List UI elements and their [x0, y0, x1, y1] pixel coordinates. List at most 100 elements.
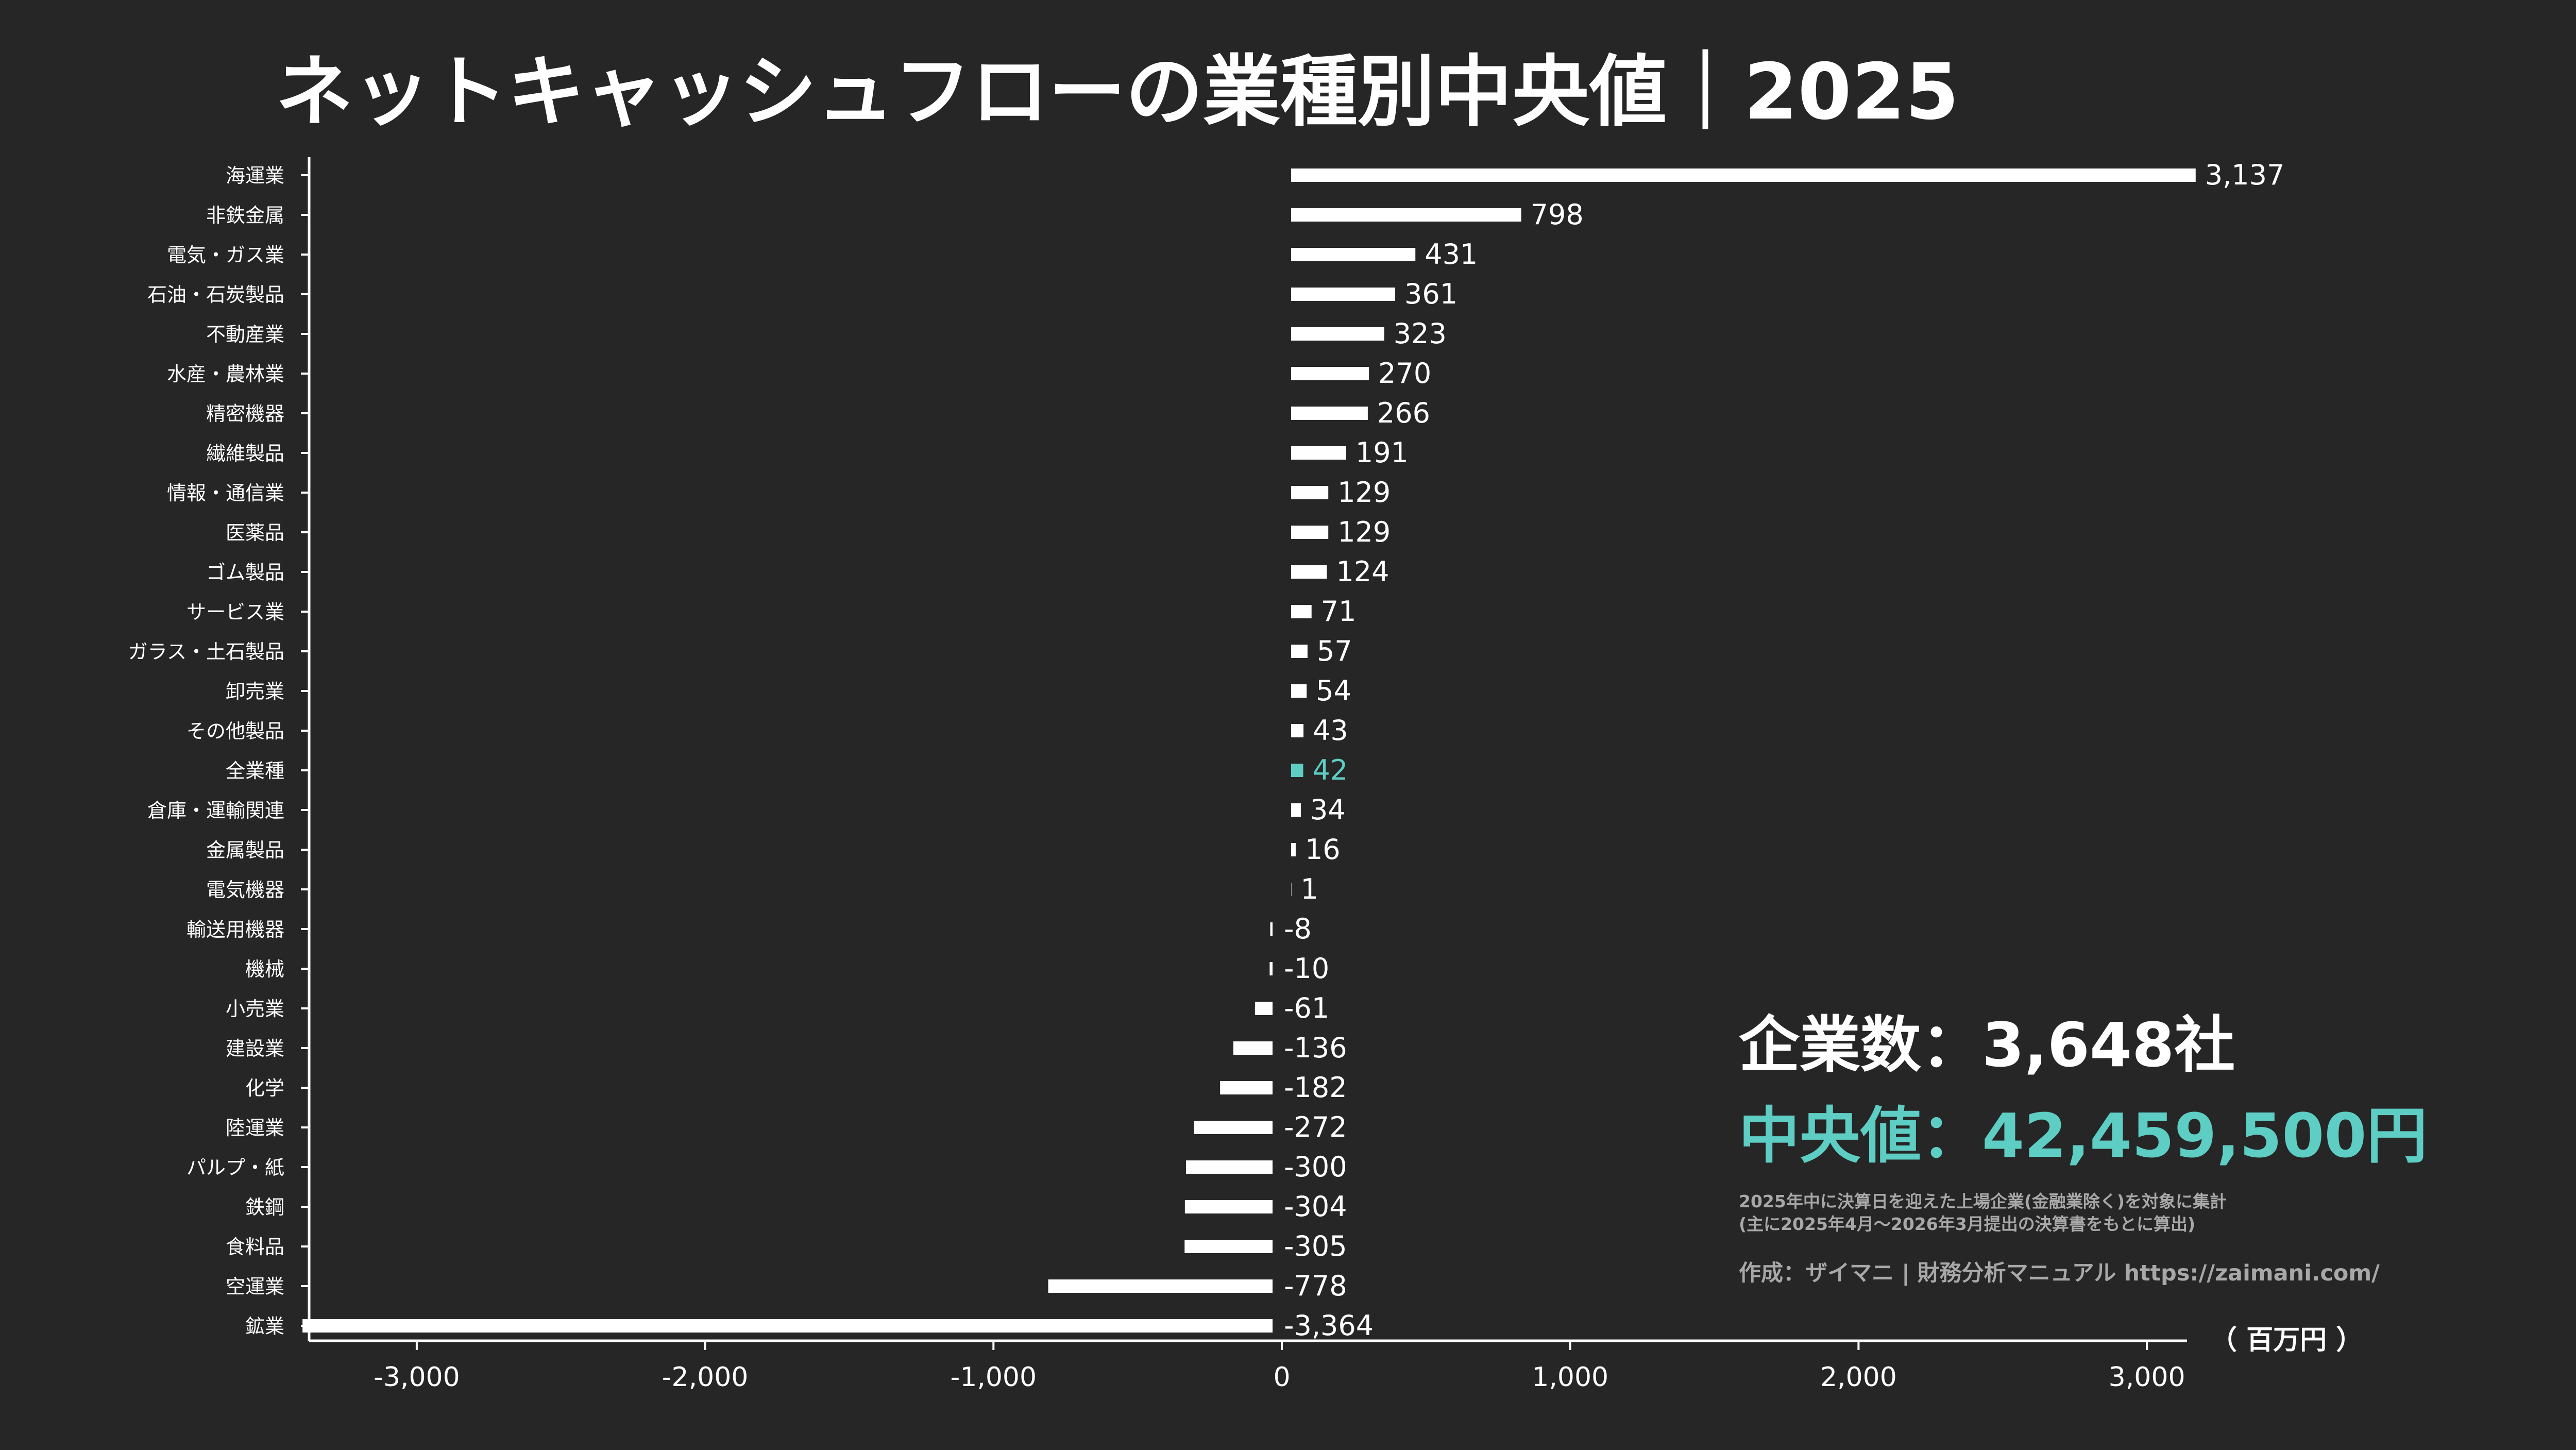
category-label: 金属製品: [206, 839, 284, 862]
category-label: サービス業: [187, 601, 284, 623]
bar: [1184, 1240, 1273, 1253]
bar: [1291, 446, 1346, 460]
bar: [1186, 1160, 1273, 1174]
note-line-1: 2025年中に決算日を迎えた上場企業(金融業除く)を対象に集計: [1739, 1191, 2227, 1211]
value-label: 1: [1301, 873, 1318, 905]
note-line-2: (主に2025年4月～2026年3月提出の決算書をもとに算出): [1739, 1214, 2196, 1234]
x-tick-label: -2,000: [662, 1362, 749, 1393]
stats-panel: 企業数：3,648社 中央値：42,459,500円 2025年中に決算日を迎え…: [1739, 1000, 2428, 1287]
bar: [1291, 724, 1304, 737]
bar: [1194, 1121, 1273, 1134]
category-label: 海運業: [226, 164, 284, 187]
value-label: -61: [1284, 992, 1329, 1024]
category-label: 全業種: [226, 760, 284, 782]
company-count: 企業数：3,648社: [1739, 1009, 2235, 1081]
category-label: その他製品: [187, 720, 284, 743]
value-label: 57: [1317, 635, 1352, 667]
value-label: -10: [1284, 952, 1329, 985]
value-label: -778: [1284, 1270, 1347, 1302]
category-label: 電気機器: [206, 879, 284, 901]
chart-title: ネットキャッシュフローの業種別中央値｜2025: [276, 47, 1959, 137]
category-label: 鉱業: [245, 1315, 284, 1338]
bar: [1291, 486, 1329, 499]
category-label: 卸売業: [226, 680, 284, 703]
bar: [1291, 645, 1308, 658]
x-tick-label: 1,000: [1532, 1362, 1608, 1393]
bar: [1291, 407, 1368, 420]
category-label: 倉庫・運輸関連: [147, 799, 284, 822]
x-tick-label: 3,000: [2109, 1362, 2185, 1393]
bar: [1291, 248, 1416, 261]
bar: [1291, 327, 1384, 341]
bar: [1291, 843, 1296, 856]
credit: 作成：ザイマニ | 財務分析マニュアル https://zaimani.com/: [1739, 1260, 2380, 1286]
value-label: 54: [1316, 675, 1351, 707]
value-label: 34: [1310, 794, 1346, 826]
category-label: 石油・石炭製品: [147, 283, 284, 306]
category-label: 建設業: [226, 1037, 284, 1060]
bar: [1184, 1200, 1273, 1213]
category-label: 空運業: [226, 1275, 284, 1298]
bar: [1291, 605, 1312, 618]
bar: [1291, 883, 1292, 896]
value-label: 16: [1305, 833, 1341, 866]
value-label: 323: [1394, 317, 1447, 350]
bar: [1291, 764, 1303, 777]
bar: [1048, 1279, 1273, 1293]
category-label: ゴム製品: [206, 561, 284, 584]
category-label: 不動産業: [206, 323, 284, 346]
x-tick-label: -3,000: [374, 1362, 460, 1393]
bar: [1233, 1041, 1273, 1055]
category-label: 精密機器: [206, 402, 284, 425]
value-label: 124: [1336, 555, 1389, 588]
category-label: 機械: [245, 958, 284, 981]
bar: [1291, 168, 2196, 182]
x-tick-label: -1,000: [950, 1362, 1037, 1393]
category-label: 情報・通信業: [167, 482, 284, 504]
bar: [1269, 962, 1273, 975]
bar: [1291, 803, 1301, 817]
bar: [1291, 288, 1396, 301]
bar: [1255, 1002, 1273, 1015]
value-label: 191: [1355, 436, 1409, 469]
bar: [1291, 208, 1521, 222]
value-label: 266: [1377, 397, 1430, 429]
value-label: 129: [1337, 516, 1391, 548]
bar: [1291, 367, 1369, 380]
x-tick-label: 2,000: [1820, 1362, 1897, 1393]
category-label: 化学: [245, 1077, 284, 1100]
value-label: -305: [1284, 1230, 1347, 1262]
value-label: 71: [1321, 595, 1357, 628]
category-label: 鉄鋼: [245, 1196, 284, 1219]
unit-label: （ 百万円 ）: [2210, 1325, 2363, 1356]
category-label: 繊維製品: [206, 442, 284, 465]
category-label: 非鉄金属: [206, 204, 284, 227]
category-label: ガラス・土石製品: [128, 640, 284, 663]
bar: [302, 1319, 1273, 1333]
bar: [1291, 565, 1327, 579]
value-label: 270: [1378, 357, 1431, 390]
value-label: -3,364: [1284, 1309, 1374, 1342]
category-label: 医薬品: [226, 521, 284, 544]
value-label: -272: [1284, 1111, 1347, 1143]
value-label: 129: [1337, 476, 1391, 509]
value-label: -182: [1284, 1071, 1347, 1104]
category-label: 陸運業: [226, 1117, 284, 1139]
x-tick-label: 0: [1273, 1362, 1290, 1393]
value-label: 43: [1313, 714, 1348, 747]
category-label: パルプ・紙: [187, 1156, 284, 1179]
value-label: 361: [1404, 278, 1458, 310]
value-label: 798: [1531, 198, 1584, 231]
category-label: 電気・ガス業: [167, 244, 284, 266]
category-label: 輸送用機器: [187, 918, 284, 941]
bar: [1220, 1081, 1273, 1094]
value-label: -300: [1284, 1151, 1347, 1183]
category-label: 食料品: [226, 1236, 284, 1258]
plot-area: -3,000 -2,000 -1,000 0 1,000 2,000 3,000 海運業 3,1…: [128, 157, 2284, 1393]
median-value: 中央値：42,459,500円: [1739, 1100, 2428, 1171]
bar: [1270, 922, 1273, 936]
value-label: 431: [1425, 238, 1478, 271]
category-label: 水産・農林業: [167, 363, 284, 385]
value-label: -8: [1284, 913, 1312, 945]
